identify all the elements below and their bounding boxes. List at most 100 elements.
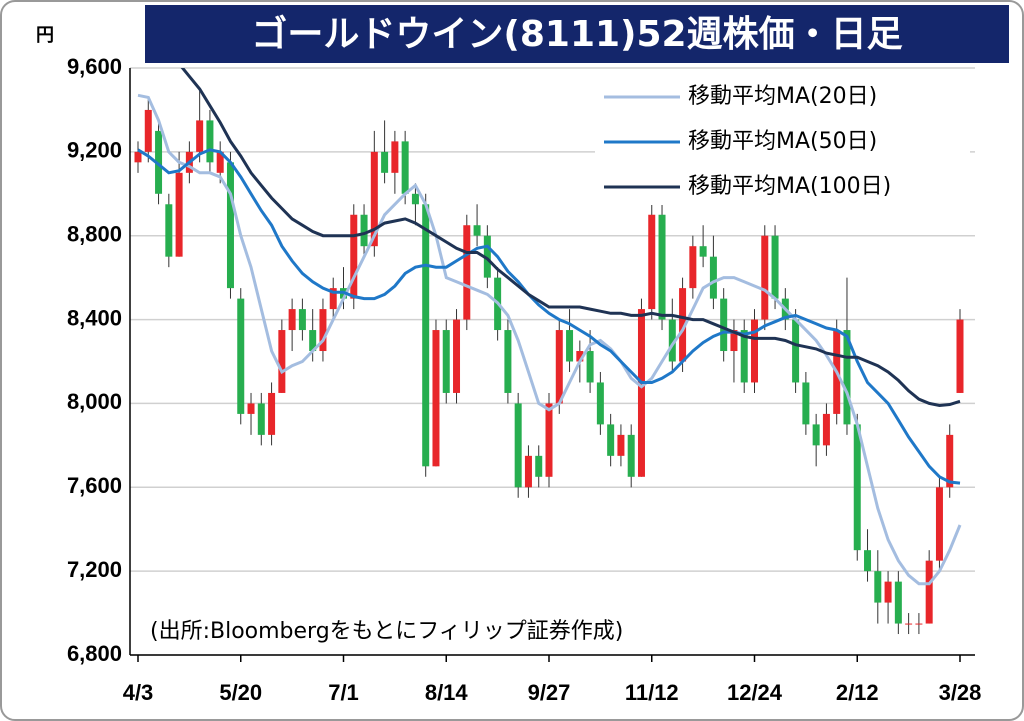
candle-body: [853, 424, 861, 551]
candle-body: [658, 214, 666, 320]
candle-body: [144, 109, 152, 152]
candle-body: [298, 309, 306, 331]
legend-label: 移動平均MA(20日): [688, 84, 877, 109]
x-tick-label: 9/27: [528, 680, 571, 705]
candle-body: [453, 319, 461, 393]
candle-body: [576, 351, 584, 362]
candle-body: [596, 382, 604, 425]
candle-body: [637, 309, 645, 477]
candle-body: [894, 581, 902, 624]
y-tick-label: 7,200: [67, 557, 122, 582]
candle-body: [360, 214, 368, 247]
candle-body: [257, 403, 265, 435]
candle-body: [514, 403, 522, 488]
candle-body: [802, 382, 810, 425]
candle-body: [411, 193, 419, 205]
candle-body: [884, 581, 892, 603]
candle-body: [740, 330, 748, 383]
candle-body: [935, 487, 943, 561]
candle-body: [226, 162, 234, 289]
candle-body: [535, 455, 543, 477]
candle-body: [268, 392, 276, 435]
candle-body: [699, 246, 707, 257]
candle-body: [874, 571, 882, 603]
candle-body: [524, 455, 532, 488]
candle-body: [720, 298, 728, 352]
candle-body: [309, 330, 317, 352]
candle-body: [165, 204, 173, 257]
candle-body: [545, 403, 553, 477]
candle-body: [946, 434, 954, 488]
candle-body: [175, 172, 183, 257]
candle-body: [555, 330, 563, 404]
candle-body: [247, 403, 255, 414]
x-tick-label: 2/12: [836, 680, 879, 705]
candle-body: [771, 235, 779, 299]
x-tick-label: 11/12: [625, 680, 679, 705]
candle-body: [155, 130, 163, 194]
candle-body: [792, 319, 800, 383]
candle-body: [319, 309, 327, 352]
candle-body: [730, 330, 738, 352]
legend-label: 移動平均MA(50日): [688, 129, 877, 154]
y-tick-label: 7,600: [67, 473, 122, 498]
annotation: (出所:Bloombergをもとにフィリップ証券作成): [150, 619, 623, 644]
candle-body: [391, 141, 399, 173]
candle-body: [196, 120, 204, 152]
chart-title: ゴールドウイン(8111)52週株価・日足: [251, 13, 902, 55]
candle-body: [586, 351, 594, 383]
candle-body: [381, 151, 389, 173]
y-tick-label: 8,800: [67, 222, 122, 247]
x-tick-label: 5/20: [219, 680, 262, 705]
candle-body: [925, 560, 933, 624]
candle-body: [401, 141, 409, 194]
candle-body: [350, 214, 358, 299]
y-tick-label: 8,000: [67, 389, 122, 414]
candle-body: [206, 120, 214, 163]
x-tick-label: 4/3: [123, 680, 154, 705]
x-tick-label: 7/1: [328, 680, 359, 705]
ma-line: [180, 68, 961, 408]
candle-body: [709, 256, 717, 299]
candle-body: [422, 204, 430, 467]
candle-body: [812, 424, 820, 446]
candle-body: [822, 413, 830, 446]
candle-body: [607, 424, 615, 456]
candle-body: [905, 623, 913, 625]
y-unit: 円: [36, 25, 54, 46]
candle-body: [864, 550, 872, 572]
legend-label: 移動平均MA(100日): [688, 174, 891, 199]
candle-body: [566, 330, 574, 362]
candle-body: [370, 151, 378, 247]
candle-body: [843, 330, 851, 425]
candle-body: [134, 151, 142, 163]
candle-body: [237, 298, 245, 414]
candle-body: [432, 330, 440, 467]
y-tick-label: 6,800: [67, 641, 122, 666]
y-tick-label: 8,400: [67, 305, 122, 330]
candle-body: [442, 330, 450, 393]
candle-body: [761, 235, 769, 320]
candle-body: [329, 288, 337, 310]
candle-body: [668, 319, 676, 362]
candle-body: [216, 151, 224, 173]
candle-body: [627, 434, 635, 477]
title-box: [145, 5, 1009, 63]
y-tick-label: 9,600: [67, 54, 122, 79]
candle-body: [504, 330, 512, 393]
candle-body: [463, 225, 471, 320]
candle-body: [915, 623, 923, 625]
candle-body: [473, 225, 481, 236]
x-tick-label: 12/24: [727, 680, 783, 705]
candle-body: [278, 330, 286, 393]
candle-body: [689, 246, 697, 289]
candle-body: [483, 235, 491, 278]
candle-body: [288, 309, 296, 331]
y-tick-label: 9,200: [67, 138, 122, 163]
candle-body: [617, 434, 625, 456]
candle-body: [956, 319, 964, 393]
ma-line: [137, 148, 961, 485]
candle-body: [751, 319, 758, 383]
candle-body: [679, 288, 687, 362]
